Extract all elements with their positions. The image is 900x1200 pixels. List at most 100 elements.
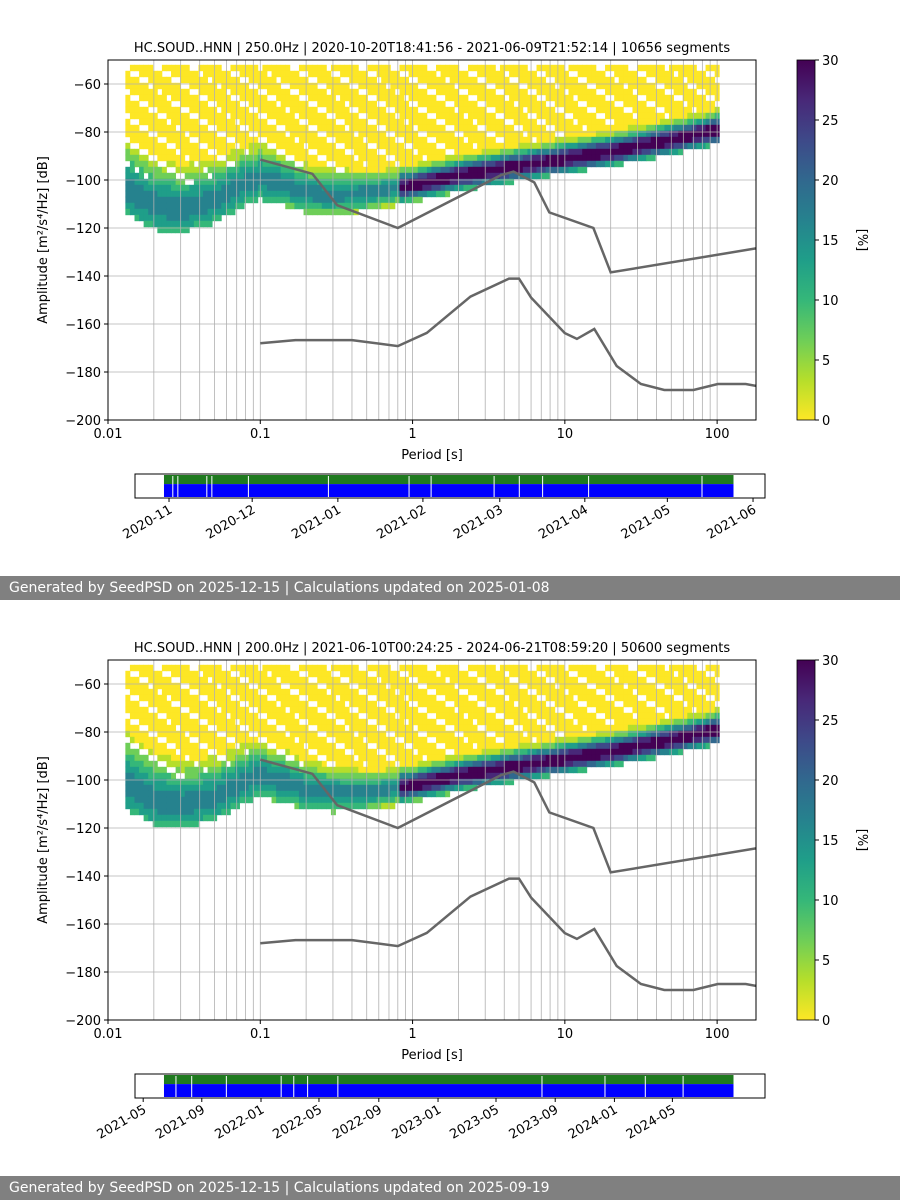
density-cell bbox=[321, 70, 327, 78]
density-cell bbox=[139, 802, 145, 810]
density-cell bbox=[522, 136, 528, 144]
density-cell bbox=[513, 166, 519, 174]
density-cell bbox=[477, 748, 483, 756]
density-cell bbox=[467, 148, 473, 156]
density-cell bbox=[536, 172, 542, 180]
density-cell bbox=[637, 754, 642, 762]
density-cell bbox=[632, 142, 638, 150]
density-cell bbox=[486, 172, 492, 180]
density-cell bbox=[372, 790, 378, 798]
density-cell bbox=[221, 118, 227, 126]
density-cell bbox=[449, 112, 455, 120]
density-cell bbox=[335, 184, 341, 192]
density-cell bbox=[541, 112, 547, 120]
density-cell bbox=[481, 730, 487, 738]
density-cell bbox=[171, 784, 177, 792]
density-cell bbox=[198, 64, 204, 72]
timeline-tick-label: 2021-09 bbox=[153, 1102, 208, 1142]
density-cell bbox=[271, 700, 277, 708]
density-cell bbox=[344, 64, 350, 72]
density-cell bbox=[216, 148, 222, 156]
density-cell bbox=[518, 94, 524, 102]
density-cell bbox=[499, 166, 505, 174]
density-cell bbox=[166, 802, 172, 810]
density-cell bbox=[691, 700, 697, 708]
density-cell bbox=[696, 730, 702, 738]
density-cell bbox=[454, 154, 460, 162]
density-cell bbox=[477, 772, 483, 780]
density-cell bbox=[513, 118, 519, 126]
density-cell bbox=[308, 130, 314, 138]
density-cell bbox=[134, 82, 140, 90]
density-cell bbox=[180, 808, 186, 816]
density-cell bbox=[143, 118, 149, 126]
density-cell bbox=[362, 190, 368, 198]
density-cell bbox=[618, 130, 624, 138]
density-cell bbox=[294, 742, 300, 750]
density-cell bbox=[490, 688, 496, 696]
density-cell bbox=[573, 76, 579, 84]
density-cell bbox=[317, 76, 323, 84]
density-cell bbox=[655, 676, 661, 684]
timeline-tick-label: 2021-05 bbox=[619, 502, 674, 542]
density-cell bbox=[705, 706, 711, 714]
density-cell bbox=[340, 160, 346, 168]
density-cell bbox=[385, 118, 391, 126]
density-cell bbox=[266, 100, 272, 108]
density-cell bbox=[276, 94, 282, 102]
density-cell bbox=[129, 802, 135, 810]
density-cell bbox=[577, 112, 583, 120]
density-cell bbox=[358, 796, 364, 804]
density-cell bbox=[312, 160, 318, 168]
density-cell bbox=[417, 160, 423, 168]
density-cell bbox=[285, 796, 291, 804]
density-cell bbox=[600, 706, 606, 714]
density-cell bbox=[655, 730, 661, 738]
density-cell bbox=[659, 718, 665, 726]
density-cell bbox=[586, 694, 592, 702]
density-cell bbox=[550, 742, 556, 750]
density-cell bbox=[550, 754, 556, 762]
density-cell bbox=[312, 70, 318, 78]
density-cell bbox=[527, 94, 533, 102]
density-cell bbox=[550, 118, 556, 126]
density-cell bbox=[691, 130, 697, 138]
density-cell bbox=[705, 664, 711, 672]
density-cell bbox=[134, 178, 140, 186]
density-cell bbox=[189, 130, 195, 138]
density-cell bbox=[276, 712, 282, 720]
density-cell bbox=[550, 766, 556, 774]
density-cell bbox=[317, 664, 323, 672]
density-cell bbox=[353, 766, 359, 774]
density-cell bbox=[312, 712, 318, 720]
density-cell bbox=[294, 172, 300, 180]
density-cell bbox=[623, 664, 629, 672]
density-cell bbox=[646, 748, 652, 756]
density-cell bbox=[559, 724, 565, 732]
density-cell bbox=[157, 226, 163, 234]
density-cell bbox=[216, 670, 222, 678]
density-cell bbox=[659, 112, 665, 120]
density-cell bbox=[472, 148, 478, 156]
density-cell bbox=[463, 718, 469, 726]
density-cell bbox=[431, 106, 437, 114]
density-cell bbox=[385, 718, 391, 726]
timeline-tick-label: 2021-04 bbox=[536, 502, 591, 542]
density-cell bbox=[372, 724, 378, 732]
density-cell bbox=[605, 124, 611, 132]
density-cell bbox=[372, 730, 378, 738]
density-cell bbox=[253, 76, 259, 84]
density-cell bbox=[340, 778, 346, 786]
density-cell bbox=[495, 130, 501, 138]
density-cell bbox=[298, 142, 304, 150]
density-cell bbox=[472, 112, 478, 120]
density-cell bbox=[216, 724, 222, 732]
density-cell bbox=[134, 124, 140, 132]
density-cell bbox=[554, 736, 560, 744]
density-cell bbox=[413, 166, 419, 174]
density-cell bbox=[481, 664, 487, 672]
density-cell bbox=[367, 184, 373, 192]
density-cell bbox=[632, 76, 638, 84]
density-cell bbox=[207, 166, 213, 174]
density-cell bbox=[449, 184, 455, 192]
